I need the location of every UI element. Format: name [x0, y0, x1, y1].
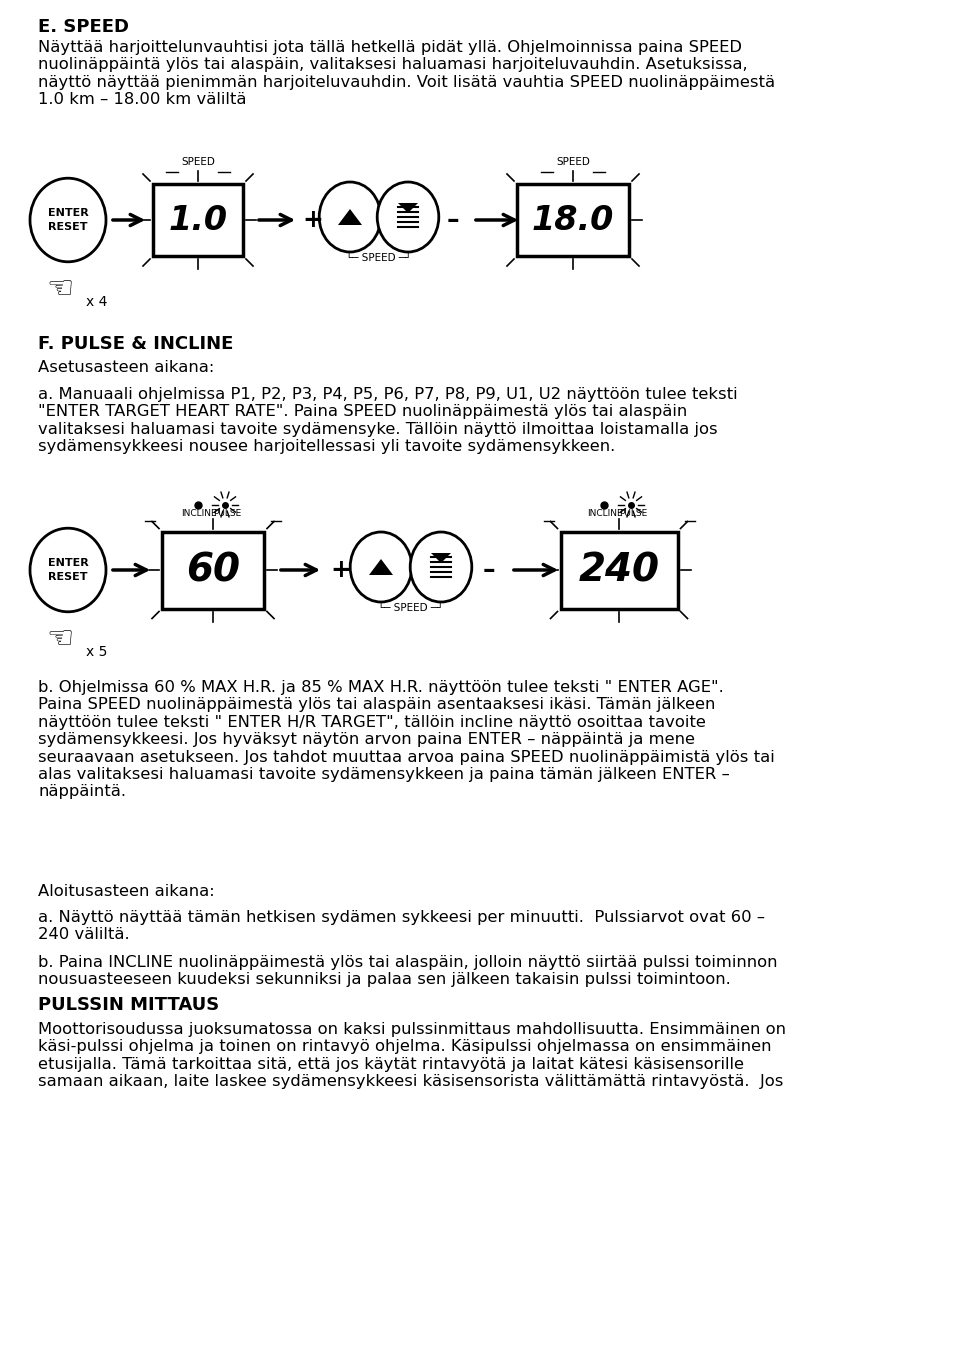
- Text: ENTER: ENTER: [48, 209, 88, 218]
- Ellipse shape: [30, 178, 106, 262]
- Text: x 5: x 5: [86, 645, 108, 660]
- Text: RESET: RESET: [48, 222, 87, 232]
- Polygon shape: [398, 203, 418, 213]
- Ellipse shape: [350, 532, 412, 602]
- Text: a. Manuaali ohjelmissa P1, P2, P3, P4, P5, P6, P7, P8, P9, U1, U2 näyttöön tulee: a. Manuaali ohjelmissa P1, P2, P3, P4, P…: [38, 388, 737, 454]
- Text: └─ SPEED ─┘: └─ SPEED ─┘: [378, 603, 444, 612]
- Text: 18.0: 18.0: [532, 203, 614, 237]
- Text: INCLINE: INCLINE: [588, 510, 623, 518]
- Text: 60: 60: [186, 551, 240, 590]
- Text: Näyttää harjoittelunvauhtisi jota tällä hetkellä pidät yllä. Ohjelmoinnissa pain: Näyttää harjoittelunvauhtisi jota tällä …: [38, 40, 775, 108]
- Ellipse shape: [377, 182, 439, 252]
- Text: ENTER: ENTER: [48, 559, 88, 568]
- Text: 1.0: 1.0: [168, 203, 228, 237]
- Ellipse shape: [319, 182, 381, 252]
- Text: x 4: x 4: [86, 295, 108, 310]
- Text: +: +: [330, 559, 351, 581]
- Polygon shape: [369, 559, 393, 575]
- Text: b. Ohjelmissa 60 % MAX H.R. ja 85 % MAX H.R. näyttöön tulee teksti " ENTER AGE".: b. Ohjelmissa 60 % MAX H.R. ja 85 % MAX …: [38, 680, 775, 800]
- Text: RESET: RESET: [48, 572, 87, 581]
- Polygon shape: [338, 209, 362, 225]
- Text: 240: 240: [579, 551, 660, 590]
- Text: E. SPEED: E. SPEED: [38, 17, 129, 36]
- Text: a. Näyttö näyttää tämän hetkisen sydämen sykkeesi per minuutti.  Pulssiarvot ova: a. Näyttö näyttää tämän hetkisen sydämen…: [38, 910, 765, 942]
- Text: b. Paina INCLINE nuolinäppäimestä ylös tai alaspäin, jolloin näyttö siirtää puls: b. Paina INCLINE nuolinäppäimestä ylös t…: [38, 956, 778, 988]
- Text: Moottorisoudussa juoksumatossa on kaksi pulssinmittaus mahdollisuutta. Ensimmäin: Moottorisoudussa juoksumatossa on kaksi …: [38, 1022, 786, 1089]
- Text: Asetusasteen aikana:: Asetusasteen aikana:: [38, 359, 214, 376]
- Text: –: –: [483, 559, 495, 581]
- FancyBboxPatch shape: [561, 532, 678, 608]
- Text: –: –: [446, 209, 459, 232]
- Text: PULSE: PULSE: [213, 510, 241, 518]
- FancyBboxPatch shape: [153, 184, 243, 256]
- FancyBboxPatch shape: [517, 184, 629, 256]
- Ellipse shape: [410, 532, 471, 602]
- Text: PULSSIN MITTAUS: PULSSIN MITTAUS: [38, 996, 219, 1014]
- Ellipse shape: [30, 528, 106, 612]
- Text: F. PULSE & INCLINE: F. PULSE & INCLINE: [38, 335, 233, 353]
- Text: ☜: ☜: [46, 276, 74, 304]
- Text: ☜: ☜: [46, 626, 74, 654]
- FancyBboxPatch shape: [162, 532, 264, 608]
- Text: SPEED: SPEED: [181, 157, 215, 167]
- Text: INCLINE: INCLINE: [181, 510, 217, 518]
- Polygon shape: [431, 553, 451, 563]
- Text: Aloitusasteen aikana:: Aloitusasteen aikana:: [38, 884, 215, 899]
- Text: └─ SPEED ─┘: └─ SPEED ─┘: [347, 253, 412, 262]
- Text: SPEED: SPEED: [556, 157, 590, 167]
- Text: +: +: [302, 209, 324, 232]
- Text: PULSE: PULSE: [619, 510, 647, 518]
